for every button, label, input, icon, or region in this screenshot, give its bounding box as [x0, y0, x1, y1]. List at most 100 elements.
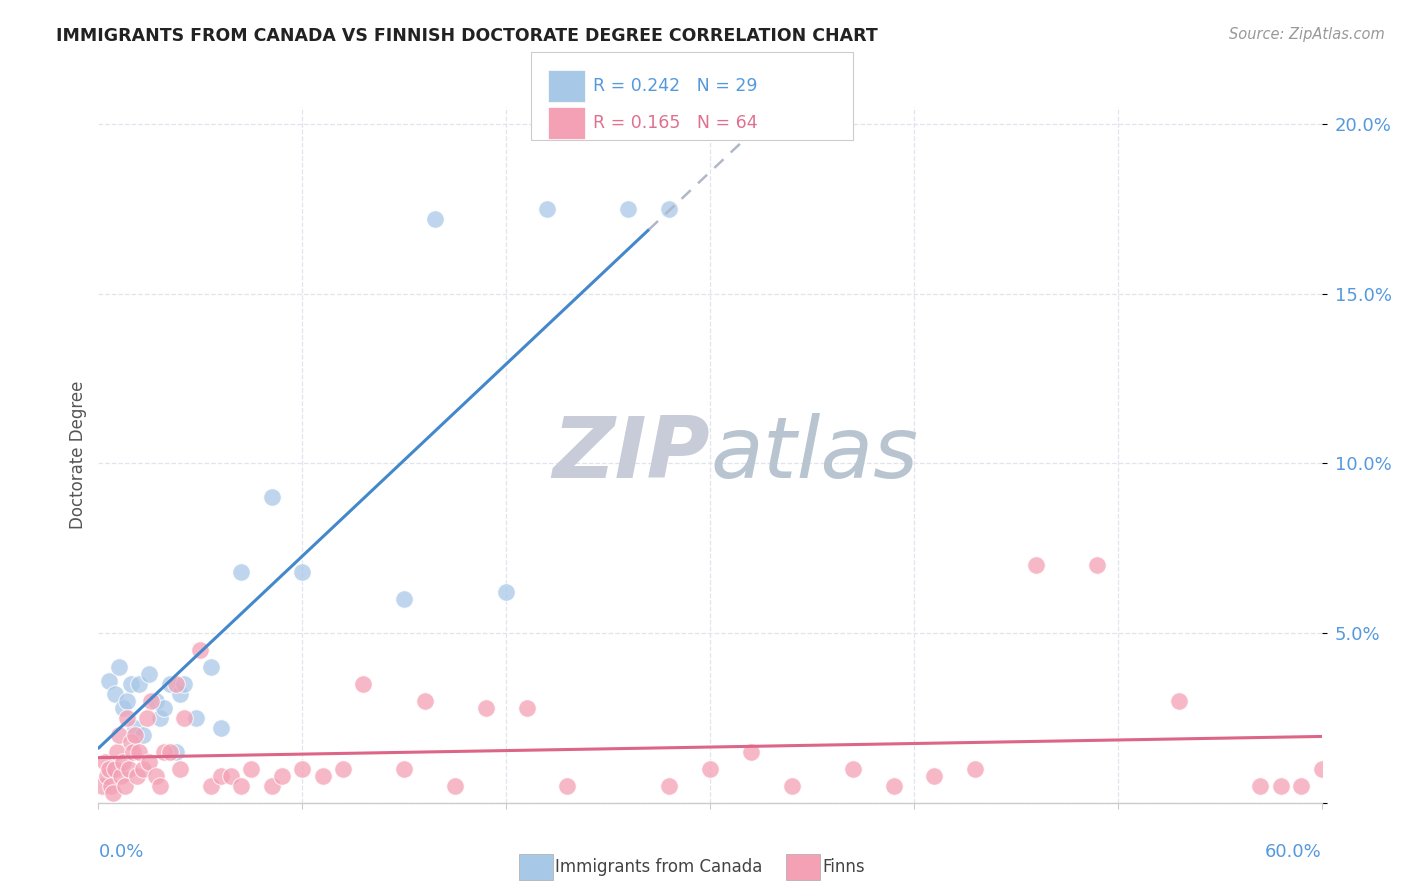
Point: [159, 677, 181, 691]
Point: [152, 745, 174, 759]
Point: [132, 762, 155, 776]
Point: [152, 700, 174, 714]
Point: [231, 565, 253, 579]
Point: [165, 677, 187, 691]
Point: [555, 779, 579, 793]
Point: [115, 694, 138, 708]
Text: Finns: Finns: [823, 858, 865, 876]
Point: [93, 755, 115, 769]
Point: [270, 769, 294, 783]
Point: [209, 721, 232, 735]
Point: [141, 694, 163, 708]
Point: [91, 779, 114, 793]
Point: [883, 779, 905, 793]
Text: ZIP: ZIP: [553, 413, 710, 497]
Point: [101, 786, 124, 800]
Point: [1291, 779, 1313, 793]
Point: [1331, 745, 1354, 759]
Point: [352, 677, 374, 691]
Point: [132, 728, 155, 742]
Point: [124, 728, 146, 742]
Point: [780, 779, 803, 793]
Point: [1085, 558, 1108, 573]
Point: [219, 769, 242, 783]
Text: Immigrants from Canada: Immigrants from Canada: [555, 858, 762, 876]
Point: [120, 677, 142, 691]
Point: [110, 769, 132, 783]
Point: [122, 745, 145, 759]
Point: [128, 677, 150, 691]
Point: [291, 762, 314, 776]
Point: [392, 762, 416, 776]
Point: [149, 711, 172, 725]
Point: [1167, 694, 1189, 708]
Point: [173, 711, 195, 725]
Point: [291, 565, 314, 579]
Point: [922, 769, 945, 783]
Point: [111, 755, 134, 769]
Point: [200, 779, 222, 793]
Point: [145, 694, 167, 708]
Point: [149, 779, 172, 793]
Point: [495, 585, 517, 599]
Point: [138, 666, 160, 681]
Point: [965, 762, 987, 776]
Point: [104, 762, 127, 776]
Point: [145, 769, 167, 783]
Point: [128, 745, 150, 759]
Text: R = 0.165   N = 64: R = 0.165 N = 64: [593, 114, 758, 132]
Point: [127, 769, 149, 783]
Point: [231, 779, 253, 793]
Text: R = 0.242   N = 29: R = 0.242 N = 29: [593, 77, 758, 95]
Point: [699, 762, 721, 776]
Point: [423, 212, 446, 227]
Point: [1270, 779, 1292, 793]
Point: [392, 592, 416, 607]
Point: [1025, 558, 1047, 573]
Point: [111, 700, 134, 714]
Point: [159, 745, 181, 759]
Point: [120, 735, 142, 749]
Point: [114, 779, 136, 793]
Point: [118, 762, 141, 776]
Text: 0.0%: 0.0%: [98, 843, 143, 861]
Point: [124, 721, 146, 735]
Point: [188, 643, 212, 657]
Point: [240, 762, 263, 776]
Point: [332, 762, 354, 776]
Point: [413, 694, 436, 708]
Text: Source: ZipAtlas.com: Source: ZipAtlas.com: [1229, 27, 1385, 42]
Point: [108, 728, 131, 742]
Point: [169, 762, 191, 776]
Point: [108, 660, 131, 674]
Point: [209, 769, 232, 783]
Point: [115, 711, 138, 725]
Point: [536, 202, 558, 216]
Point: [200, 660, 222, 674]
Point: [658, 779, 681, 793]
Point: [617, 202, 640, 216]
Point: [165, 745, 187, 759]
Point: [104, 687, 127, 701]
Point: [658, 202, 681, 216]
Point: [97, 673, 120, 688]
Point: [97, 762, 120, 776]
Point: [96, 769, 118, 783]
Point: [1310, 762, 1333, 776]
Point: [260, 491, 283, 505]
Point: [138, 755, 160, 769]
Point: [312, 769, 335, 783]
Point: [100, 779, 122, 793]
Point: [105, 745, 128, 759]
Point: [260, 779, 283, 793]
Text: 60.0%: 60.0%: [1265, 843, 1322, 861]
Point: [841, 762, 863, 776]
Point: [1249, 779, 1271, 793]
Point: [169, 687, 191, 701]
Y-axis label: Doctorate Degree: Doctorate Degree: [69, 381, 87, 529]
Point: [173, 677, 195, 691]
Point: [740, 745, 762, 759]
Point: [516, 700, 538, 714]
Point: [474, 700, 498, 714]
Text: IMMIGRANTS FROM CANADA VS FINNISH DOCTORATE DEGREE CORRELATION CHART: IMMIGRANTS FROM CANADA VS FINNISH DOCTOR…: [56, 27, 877, 45]
